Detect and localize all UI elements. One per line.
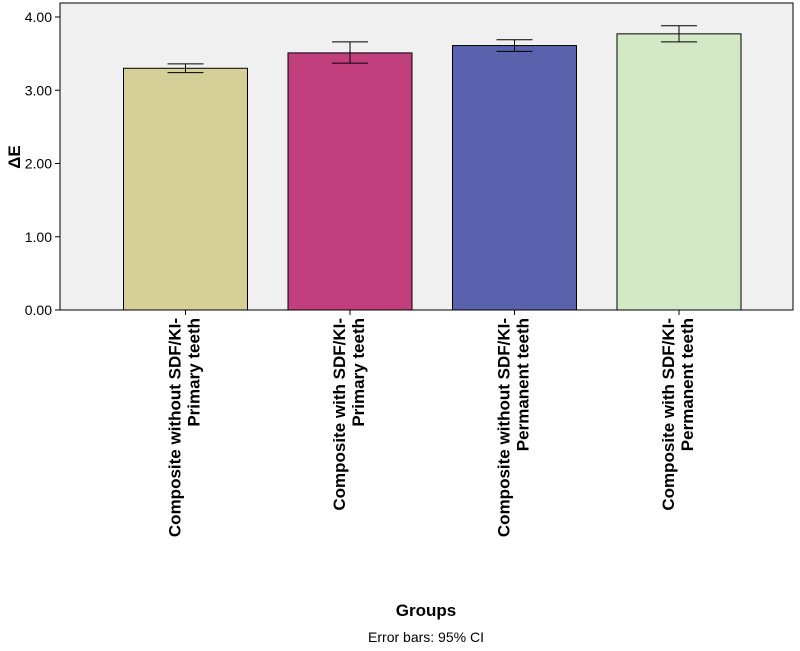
category-label-1: Composite with SDF/KI-Primary teeth	[330, 318, 368, 511]
y-axis: 0.00 1.00 2.00 3.00 4.00	[25, 9, 60, 318]
category-label-3: Composite with SDF/KI-Permanent teeth	[659, 318, 697, 511]
y-tick-label-4: 4.00	[25, 9, 52, 25]
error-bars	[167, 25, 697, 74]
bar-3	[616, 33, 742, 311]
y-tick-label-2: 2.00	[25, 156, 52, 172]
y-tick-label-3: 3.00	[25, 82, 52, 98]
bar-1	[287, 52, 413, 311]
category-label-2: Composite without SDF/KI-Permanent teeth	[495, 318, 533, 537]
error-bar-3	[661, 25, 697, 43]
x-axis-title: Groups	[396, 601, 456, 620]
y-tick-label-0: 0.00	[25, 302, 52, 318]
error-bar-1	[332, 41, 368, 64]
category-label-0: Composite without SDF/KI-Primary teeth	[166, 318, 204, 537]
bars	[123, 33, 742, 311]
error-bar-2	[496, 39, 533, 52]
error-bar-0	[167, 63, 204, 74]
y-axis-title: ΔE	[5, 145, 24, 169]
x-axis-labels: Composite without SDF/KI-Primary teeth Co…	[166, 310, 697, 537]
bar-0	[123, 67, 248, 311]
y-tick-label-1: 1.00	[25, 229, 52, 245]
bar-2	[452, 45, 577, 311]
error-bars-footnote: Error bars: 95% CI	[368, 629, 484, 645]
